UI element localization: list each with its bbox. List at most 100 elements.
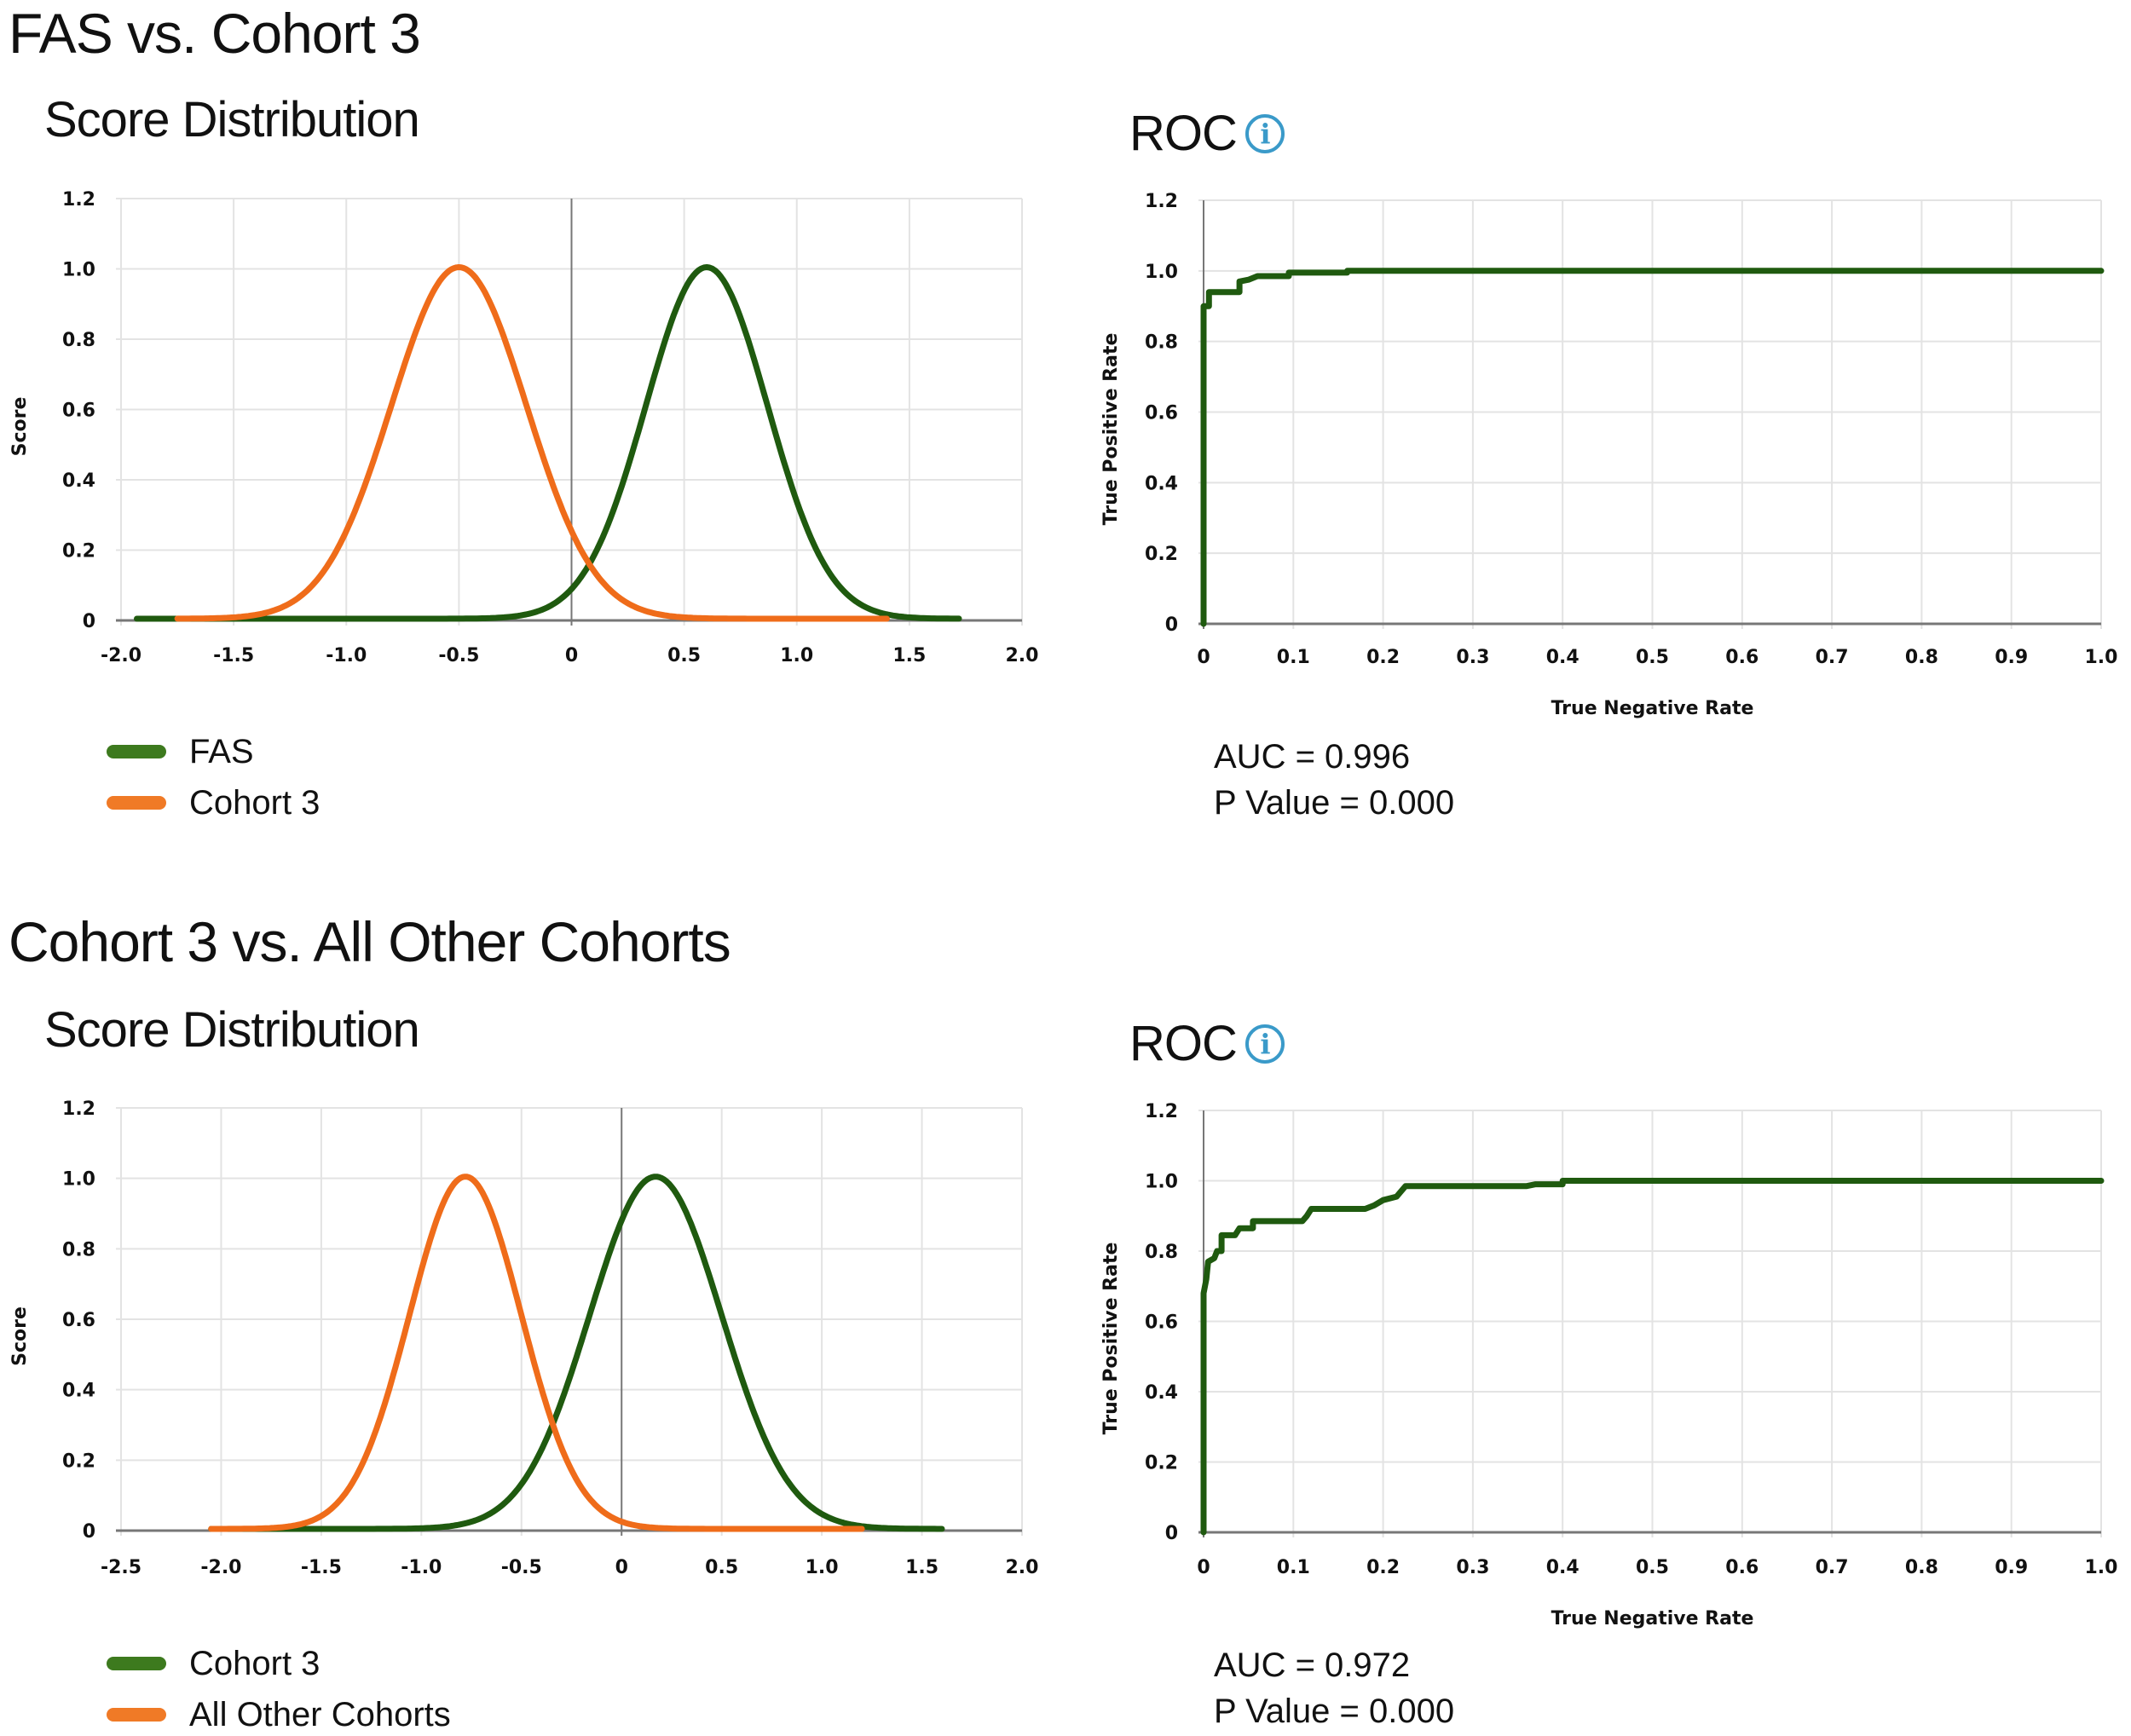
legend-swatch-orange (107, 796, 166, 810)
legend-item-fas[interactable]: FAS (107, 730, 320, 773)
x-tick-label: 0.9 (1995, 647, 2028, 668)
y-tick-label: 0 (83, 611, 95, 632)
y-tick-label: 1.2 (1145, 1101, 1178, 1122)
legend-label: Cohort 3 (189, 1644, 321, 1682)
legend-swatch-green (107, 1657, 166, 1670)
y-tick-label: 0.8 (1145, 1242, 1178, 1263)
x-tick-label: 1.0 (806, 1557, 839, 1578)
legend-label: FAS (189, 732, 254, 770)
score-distribution-chart-2: 0 0.2 0.4 0.6 0.8 1.0 1.2 -2.5 -2.0 -1.5 -1.0 -0.5 0… (9, 1099, 1038, 1578)
y-tick-label: 0.4 (1145, 1382, 1178, 1404)
x-tick-label: -1.0 (326, 645, 367, 666)
y-tick-label: 1.0 (1145, 262, 1178, 283)
x-tick-label: -1.0 (401, 1557, 442, 1578)
y-axis-title: True Positive Rate (1100, 1243, 1122, 1435)
section-title-fas-vs-cohort3: FAS vs. Cohort 3 (9, 2, 421, 65)
y-tick-label: 0.2 (1145, 544, 1178, 565)
x-tick-label: 1.0 (780, 645, 813, 666)
x-tick-label: 0 (1197, 647, 1210, 668)
x-tick-label: 0 (1197, 1557, 1210, 1578)
y-tick-label: 1.2 (62, 189, 95, 211)
x-tick-label: -0.5 (501, 1557, 542, 1578)
section-title-cohort3-vs-all: Cohort 3 vs. All Other Cohorts (9, 910, 731, 973)
y-tick-label: 1.0 (1145, 1172, 1178, 1193)
legend-item-cohort3[interactable]: Cohort 3 (107, 1642, 451, 1685)
y-tick-label: 0 (1165, 614, 1178, 636)
auc-value-1: AUC = 0.996 (1214, 738, 1411, 776)
x-tick-label: 0.1 (1277, 647, 1310, 668)
y-tick-label: 0.4 (62, 1381, 95, 1402)
x-tick-label: -1.5 (301, 1557, 342, 1578)
series-line-roc (1200, 1178, 2105, 1536)
x-tick-label: 0.3 (1456, 1557, 1489, 1578)
x-tick-label: 0.2 (1366, 647, 1400, 668)
x-tick-label: 2.0 (1006, 645, 1039, 666)
x-tick-label: 1.0 (2085, 1557, 2118, 1578)
x-tick-label: 0.2 (1366, 1557, 1400, 1578)
x-tick-label: 0.7 (1816, 1557, 1849, 1578)
x-tick-label: 0.9 (1995, 1557, 2028, 1578)
x-tick-label: 0.8 (1905, 1557, 1938, 1578)
roc-title-text-2: ROC (1129, 1016, 1238, 1071)
x-tick-label: 1.5 (905, 1557, 938, 1578)
x-tick-label: 0 (615, 1557, 628, 1578)
y-axis-title: Score (9, 397, 31, 457)
y-axis-title: True Positive Rate (1100, 333, 1122, 526)
series-line-roc (1200, 268, 2105, 627)
legend-item-cohort3[interactable]: Cohort 3 (107, 781, 320, 824)
legend-1: FAS Cohort 3 (107, 730, 320, 824)
x-axis-title: True Negative Rate (1551, 698, 1754, 719)
score-distribution-title-2: Score Distribution (44, 1002, 420, 1058)
y-tick-label: 0.6 (1145, 1312, 1178, 1334)
x-tick-label: 0.4 (1546, 1557, 1579, 1578)
roc-chart-1: 0 0.2 0.4 0.6 0.8 1.0 1.2 0 0.1 0.2 0.3 0.4 0.5 0.6 0.… (1100, 191, 2117, 719)
x-tick-label: 0.8 (1905, 647, 1938, 668)
roc-title-2: ROC i (1129, 1019, 1285, 1069)
y-tick-label: 1.0 (62, 1169, 95, 1191)
y-tick-label: 0.8 (62, 330, 95, 351)
x-tick-label: 0.5 (1636, 1557, 1669, 1578)
y-tick-label: 0.2 (62, 541, 95, 562)
legend-swatch-green (107, 745, 166, 758)
y-tick-label: 0.6 (62, 1310, 95, 1331)
series-line-all-other-cohorts (208, 1174, 865, 1532)
x-tick-label: 0.3 (1456, 647, 1489, 668)
x-tick-label: 0.1 (1277, 1557, 1310, 1578)
x-axis-title: True Negative Rate (1551, 1608, 1754, 1629)
y-tick-label: 0.6 (62, 401, 95, 422)
x-tick-label: -2.0 (101, 645, 141, 666)
x-tick-label: -0.5 (438, 645, 479, 666)
roc-title-text-1: ROC (1129, 106, 1238, 161)
y-tick-label: 0.4 (1145, 473, 1178, 494)
y-tick-label: 0.8 (62, 1239, 95, 1260)
series-line-fas (134, 264, 962, 622)
x-tick-label: 0 (565, 645, 578, 666)
x-tick-label: 0.4 (1546, 647, 1579, 668)
y-tick-label: 0.2 (1145, 1453, 1178, 1474)
x-tick-label: 0.5 (705, 1557, 738, 1578)
info-icon[interactable]: i (1245, 1024, 1285, 1064)
y-tick-label: 0.2 (62, 1451, 95, 1472)
legend-2: Cohort 3 All Other Cohorts (107, 1642, 451, 1736)
x-tick-label: -2.5 (101, 1557, 141, 1578)
series-line-cohort-3 (174, 264, 890, 622)
x-tick-label: 1.5 (892, 645, 926, 666)
legend-item-all-other-cohorts[interactable]: All Other Cohorts (107, 1693, 451, 1736)
x-tick-label: 0.6 (1725, 1557, 1759, 1578)
x-tick-label: 0.7 (1816, 647, 1849, 668)
x-tick-label: -2.0 (200, 1557, 241, 1578)
x-tick-label: -1.5 (213, 645, 254, 666)
score-distribution-title-1: Score Distribution (44, 92, 420, 147)
legend-label: Cohort 3 (189, 783, 321, 822)
y-tick-label: 0.4 (62, 470, 95, 492)
y-tick-label: 0 (1165, 1523, 1178, 1544)
y-tick-label: 0.6 (1145, 403, 1178, 424)
series-line-cohort-3 (208, 1174, 945, 1532)
y-tick-label: 1.0 (62, 260, 95, 281)
score-distribution-chart-1: 0 0.2 0.4 0.6 0.8 1.0 1.2 -2.0 -1.5 -1.0 -0.5 0 0.5 1… (9, 189, 1039, 666)
info-icon[interactable]: i (1245, 114, 1285, 153)
x-tick-label: 0.5 (1636, 647, 1669, 668)
y-tick-label: 1.2 (62, 1099, 95, 1120)
x-tick-label: 0.6 (1725, 647, 1759, 668)
